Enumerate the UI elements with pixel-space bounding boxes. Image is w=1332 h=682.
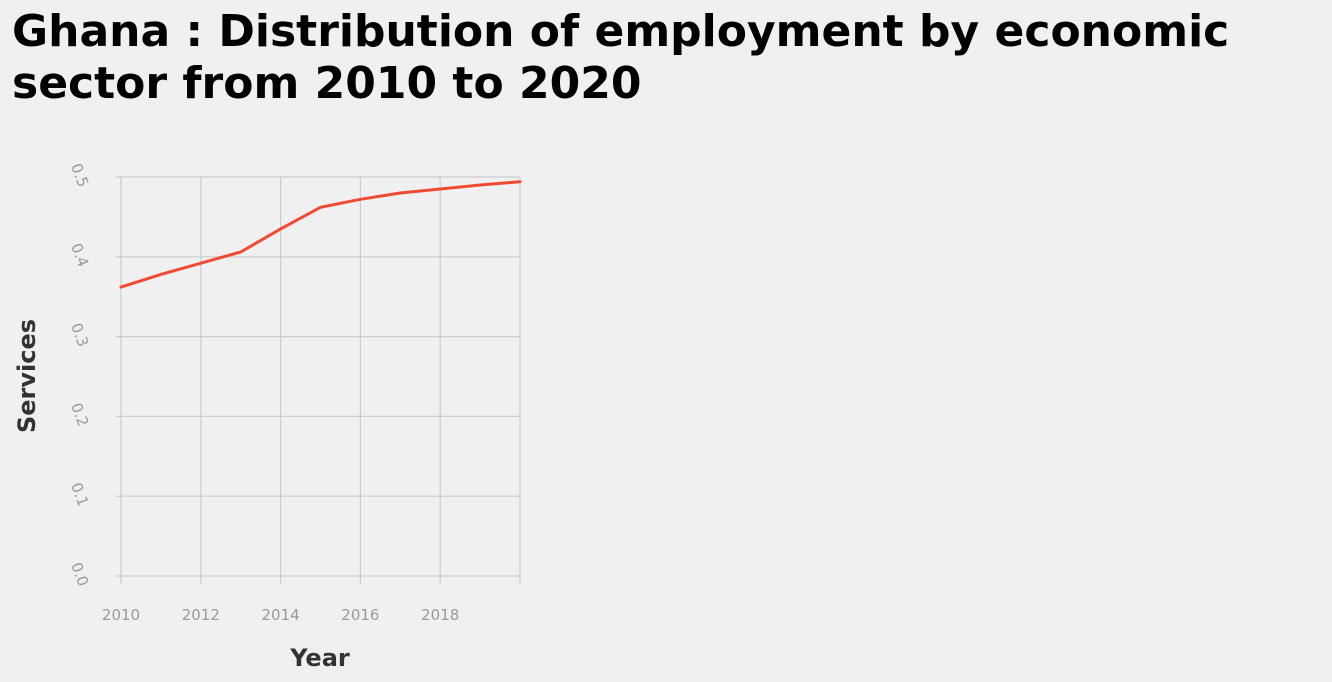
- x-tick-label: 2016: [341, 606, 379, 624]
- tick-labels: 2010 2012 2014 2016 2018 0.0 0.1 0.2 0.3 0.4 0.5: [67, 161, 459, 624]
- series-layer: [119, 180, 522, 289]
- y-tick-label: 0.5: [67, 161, 92, 190]
- x-axis-title: Year: [289, 644, 350, 672]
- series-line: [119, 180, 522, 289]
- y-tick-label: 0.0: [67, 560, 92, 589]
- chart-title: Ghana : Distribution of employment by ec…: [12, 6, 1230, 109]
- x-tick-label: 2018: [421, 606, 459, 624]
- y-tick-label: 0.1: [67, 480, 92, 509]
- y-tick-label: 0.3: [67, 321, 92, 350]
- y-tick-label: 0.4: [67, 241, 92, 270]
- y-tick-label: 0.2: [67, 400, 92, 429]
- y-axis-title: Services: [13, 319, 41, 433]
- x-tick-label: 2010: [102, 606, 140, 624]
- x-tick-label: 2014: [262, 606, 300, 624]
- x-tick-label: 2012: [182, 606, 220, 624]
- grid: [116, 176, 521, 584]
